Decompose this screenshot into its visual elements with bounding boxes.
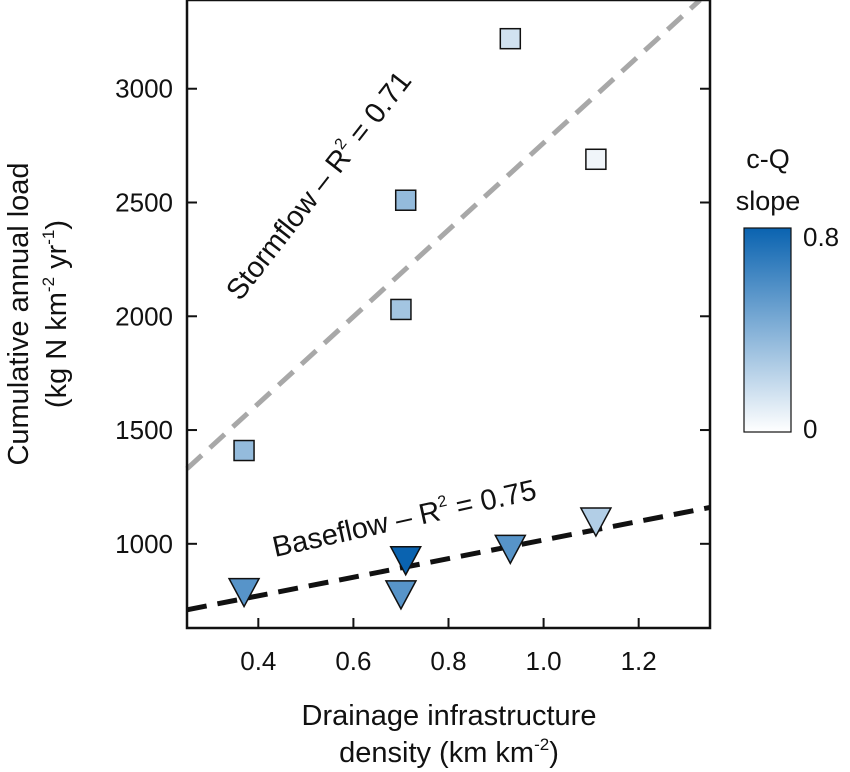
x-axis-title-sup: -2 [534,735,549,754]
stormflow-annotation-text: Stormflow – R [220,143,357,306]
square-point [394,189,417,211]
y-tick-label: 1500 [115,415,173,445]
fit-line-1 [185,0,702,471]
square-point [233,439,255,462]
colorbar-max-label: 0.8 [803,222,839,252]
y-tick-label: 2500 [115,188,173,218]
y-axis-title-line2: (kg N km-2 yr-1) [39,220,73,408]
plot-frame [185,0,712,630]
y-tick-label: 2000 [115,301,173,331]
x-axis-title-line2: density (km km-2) [339,735,559,769]
triangle-point [227,577,261,609]
x-tick-label: 0.4 [240,646,276,676]
stormflow-annotation: Stormflow – R2 = 0.71 [220,65,419,306]
colorbar-title-line1: c-Q [746,144,790,174]
fit-line-2 [186,504,711,613]
y-axis-title-line2-a: (kg N km [41,292,73,408]
stormflow-annotation-value: = 0.71 [338,66,418,156]
baseflow-annotation-value: = 0.75 [445,474,539,525]
x-tick-label: 0.8 [430,646,466,676]
triangle-point [389,545,422,577]
colorbar-title-line2: slope [736,186,801,216]
y-axis-title-line2-b: yr [41,244,73,277]
triangle-point [579,507,613,538]
y-axis-ticks: 1000 1500 2000 2500 3000 [115,74,710,559]
data-points [227,27,613,611]
colorbar: c-Q slope 0.8 0 [736,144,839,444]
x-axis-title-line2-text: density (km km [339,737,534,769]
y-tick-label: 1000 [115,529,173,559]
baseflow-annotation-sup: 2 [436,493,448,512]
x-tick-label: 1.0 [526,646,562,676]
triangle-point [494,534,527,565]
x-tick-label: 1.2 [621,646,657,676]
y-axis-title-sup1: -2 [39,277,58,292]
x-axis-ticks: 0.4 0.6 0.8 1.0 1.2 [240,618,657,676]
x-axis-title-line2-end: ) [549,737,559,769]
square-point [499,27,522,50]
triangle-point [384,580,418,611]
colorbar-gradient [743,227,792,433]
fit-lines [185,0,711,613]
y-axis-title-sup2: -1 [39,230,58,245]
x-tick-label: 0.6 [335,646,371,676]
square-point [585,148,607,171]
y-axis-title-line1: Cumulative annual load [3,162,35,465]
colorbar-min-label: 0 [803,414,817,444]
x-axis-title-line1: Drainage infrastructure [302,700,597,732]
y-axis-title-line2-end: ) [41,220,73,230]
square-point [390,298,412,321]
y-tick-label: 3000 [115,74,173,104]
